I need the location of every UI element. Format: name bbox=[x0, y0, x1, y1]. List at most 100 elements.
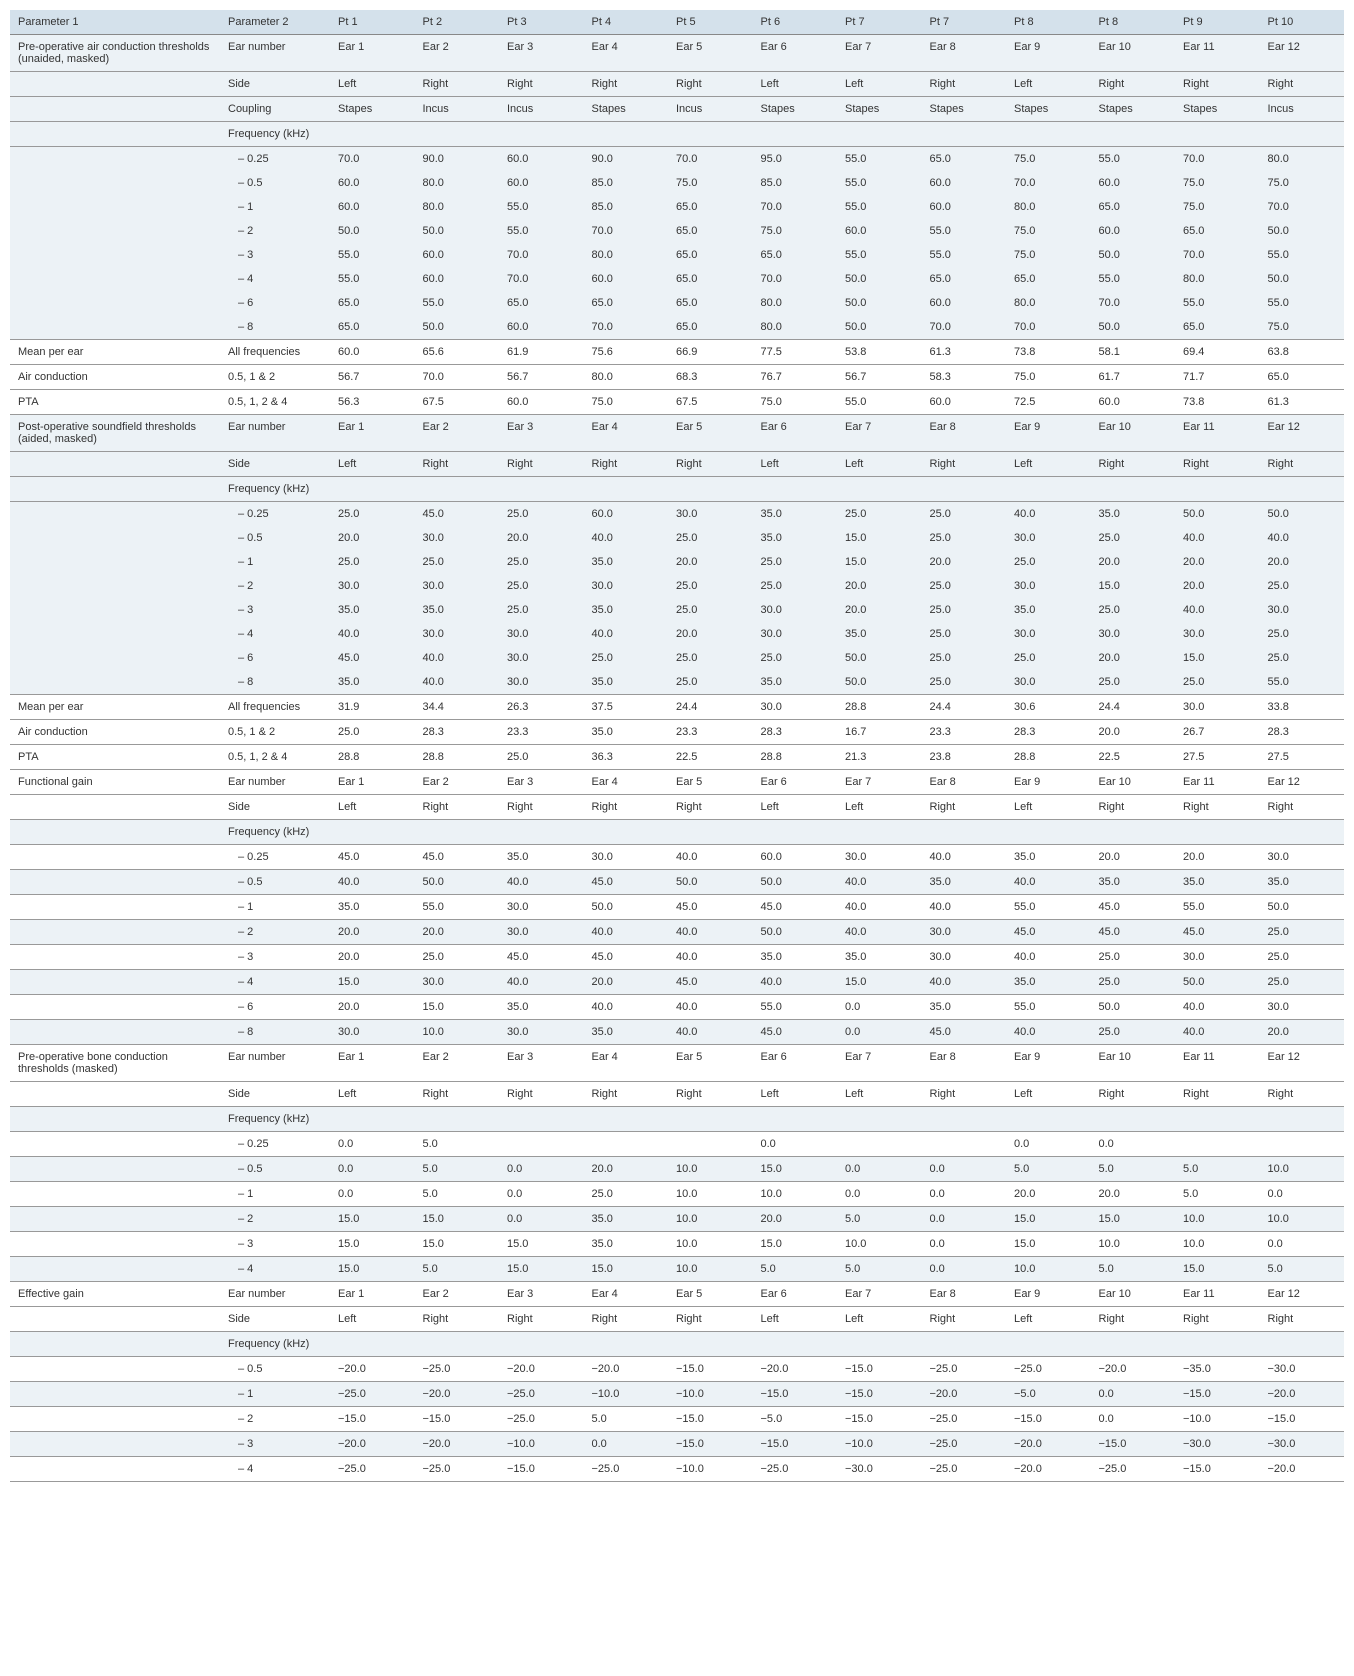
value-cell: 15.0 bbox=[1091, 574, 1176, 598]
value-cell bbox=[922, 122, 1007, 147]
value-cell: 10.0 bbox=[1091, 1232, 1176, 1257]
param1-cell: Mean per ear bbox=[10, 695, 220, 720]
value-cell: Ear 2 bbox=[415, 35, 500, 72]
value-cell bbox=[1175, 1107, 1260, 1132]
value-cell bbox=[1260, 1332, 1345, 1357]
value-cell: 20.0 bbox=[1091, 550, 1176, 574]
value-cell: 25.0 bbox=[330, 720, 415, 745]
value-cell: Left bbox=[1006, 1082, 1091, 1107]
value-cell: −15.0 bbox=[1175, 1457, 1260, 1482]
value-cell: 24.4 bbox=[922, 695, 1007, 720]
value-cell: 75.0 bbox=[1260, 171, 1345, 195]
value-cell: 28.8 bbox=[1006, 745, 1091, 770]
value-cell: 25.0 bbox=[1091, 526, 1176, 550]
value-cell: Stapes bbox=[922, 97, 1007, 122]
param2-cell: Frequency (kHz) bbox=[220, 1332, 330, 1357]
param2-cell: – 2 bbox=[220, 574, 330, 598]
value-cell bbox=[1091, 477, 1176, 502]
value-cell: 20.0 bbox=[837, 598, 922, 622]
param1-cell bbox=[10, 1082, 220, 1107]
value-cell bbox=[584, 1107, 669, 1132]
value-cell: Right bbox=[1260, 452, 1345, 477]
param2-cell: – 0.25 bbox=[220, 502, 330, 527]
value-cell: −25.0 bbox=[922, 1457, 1007, 1482]
value-cell: Left bbox=[837, 452, 922, 477]
value-cell: 75.0 bbox=[753, 390, 838, 415]
value-cell: 60.0 bbox=[922, 390, 1007, 415]
value-cell: 60.0 bbox=[584, 502, 669, 527]
value-cell: 55.0 bbox=[415, 895, 500, 920]
value-cell: 70.0 bbox=[1175, 147, 1260, 172]
value-cell: 55.0 bbox=[1091, 147, 1176, 172]
value-cell: 80.0 bbox=[415, 195, 500, 219]
value-cell: 33.8 bbox=[1260, 695, 1345, 720]
table-row: CouplingStapesIncusIncusStapesIncusStape… bbox=[10, 97, 1344, 122]
table-row: Pre-operative air conduction thresholds … bbox=[10, 35, 1344, 72]
value-cell: 24.4 bbox=[1091, 695, 1176, 720]
value-cell: 10.0 bbox=[415, 1020, 500, 1045]
value-cell: 68.3 bbox=[668, 365, 753, 390]
value-cell: 95.0 bbox=[753, 147, 838, 172]
value-cell: 5.0 bbox=[415, 1132, 500, 1157]
value-cell: 55.0 bbox=[837, 171, 922, 195]
value-cell bbox=[1091, 1107, 1176, 1132]
value-cell: 58.1 bbox=[1091, 340, 1176, 365]
value-cell: 35.0 bbox=[499, 995, 584, 1020]
value-cell: 50.0 bbox=[1260, 267, 1345, 291]
value-cell: 60.0 bbox=[1091, 390, 1176, 415]
value-cell: 40.0 bbox=[668, 995, 753, 1020]
value-cell: Ear 6 bbox=[753, 415, 838, 452]
value-cell: −25.0 bbox=[1006, 1357, 1091, 1382]
value-cell: 50.0 bbox=[753, 920, 838, 945]
value-cell: Ear 3 bbox=[499, 770, 584, 795]
value-cell: 45.0 bbox=[499, 945, 584, 970]
value-cell bbox=[1006, 477, 1091, 502]
value-cell bbox=[668, 1107, 753, 1132]
value-cell: −20.0 bbox=[330, 1357, 415, 1382]
table-row: – 415.05.015.015.010.05.05.00.010.05.015… bbox=[10, 1257, 1344, 1282]
value-cell: 60.0 bbox=[922, 291, 1007, 315]
param2-cell: All frequencies bbox=[220, 340, 330, 365]
value-cell bbox=[922, 1132, 1007, 1157]
value-cell: Ear 4 bbox=[584, 770, 669, 795]
value-cell: Left bbox=[330, 795, 415, 820]
value-cell: 23.3 bbox=[668, 720, 753, 745]
param1-cell bbox=[10, 845, 220, 870]
value-cell: 45.0 bbox=[1006, 920, 1091, 945]
value-cell: 15.0 bbox=[330, 1257, 415, 1282]
value-cell: 36.3 bbox=[584, 745, 669, 770]
param2-cell: – 3 bbox=[220, 945, 330, 970]
value-cell: 70.0 bbox=[753, 267, 838, 291]
value-cell: Ear 8 bbox=[922, 770, 1007, 795]
value-cell: Left bbox=[753, 1082, 838, 1107]
value-cell: Ear 10 bbox=[1091, 770, 1176, 795]
value-cell bbox=[922, 1107, 1007, 1132]
value-cell: 30.0 bbox=[1260, 995, 1345, 1020]
value-cell: 30.0 bbox=[415, 526, 500, 550]
value-cell: 50.0 bbox=[1175, 502, 1260, 527]
value-cell: 28.3 bbox=[1006, 720, 1091, 745]
value-cell: Ear 11 bbox=[1175, 1045, 1260, 1082]
value-cell: 25.0 bbox=[1006, 646, 1091, 670]
value-cell: 71.7 bbox=[1175, 365, 1260, 390]
value-cell bbox=[753, 1332, 838, 1357]
value-cell: Right bbox=[1260, 1307, 1345, 1332]
value-cell: 25.0 bbox=[922, 502, 1007, 527]
value-cell: 30.0 bbox=[584, 845, 669, 870]
value-cell: 25.0 bbox=[499, 550, 584, 574]
value-cell bbox=[837, 477, 922, 502]
value-cell: 55.0 bbox=[1006, 995, 1091, 1020]
value-cell: 34.4 bbox=[415, 695, 500, 720]
param2-cell: 0.5, 1, 2 & 4 bbox=[220, 745, 330, 770]
param2-cell: – 4 bbox=[220, 267, 330, 291]
value-cell: 35.0 bbox=[753, 945, 838, 970]
value-cell: 30.6 bbox=[1006, 695, 1091, 720]
value-cell: −20.0 bbox=[1091, 1357, 1176, 1382]
value-cell: 40.0 bbox=[922, 845, 1007, 870]
param2-cell: – 1 bbox=[220, 1382, 330, 1407]
value-cell: Ear 4 bbox=[584, 35, 669, 72]
value-cell: 65.0 bbox=[1175, 315, 1260, 340]
value-cell: −10.0 bbox=[837, 1432, 922, 1457]
table-row: – 3−20.0−20.0−10.00.0−15.0−15.0−10.0−25.… bbox=[10, 1432, 1344, 1457]
audiology-table: Parameter 1 Parameter 2 Pt 1 Pt 2 Pt 3 P… bbox=[10, 10, 1344, 1482]
